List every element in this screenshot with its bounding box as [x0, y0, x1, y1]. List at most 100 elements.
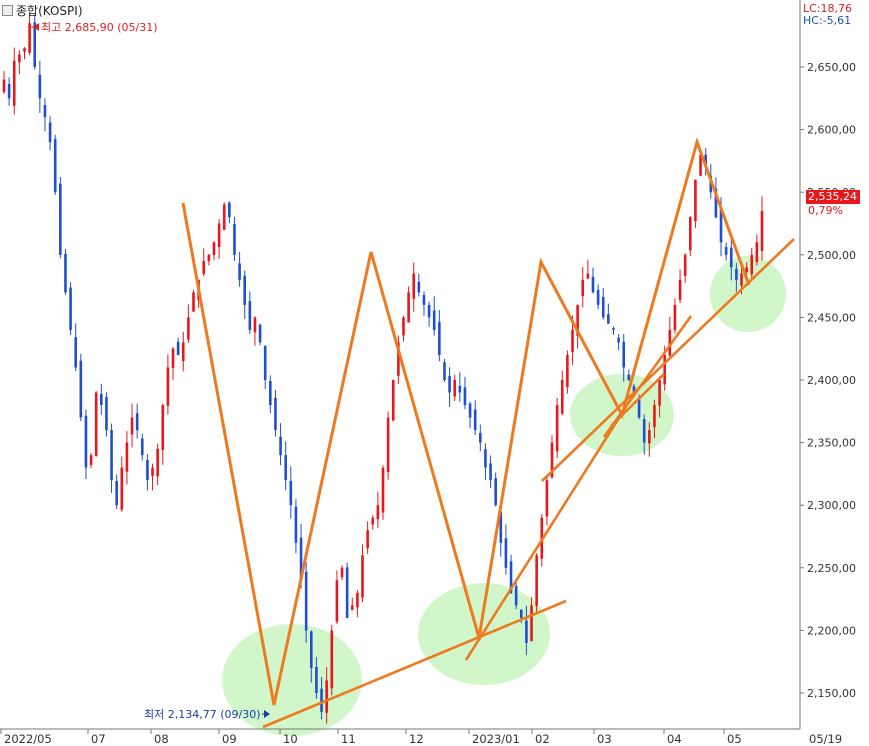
- candle-body: [504, 538, 508, 568]
- candle-body: [59, 183, 62, 255]
- x-tick-label: 05: [727, 732, 742, 746]
- candle-body: [361, 555, 364, 598]
- candle-body: [110, 430, 113, 481]
- hc-readout: HC:-5,61: [803, 14, 852, 27]
- title-checkbox[interactable]: [2, 5, 13, 16]
- candle-body: [729, 247, 733, 268]
- candle-body: [356, 592, 359, 608]
- candle-body: [489, 463, 492, 481]
- candle-body: [745, 267, 748, 272]
- candle-body: [151, 467, 154, 477]
- candle-body: [274, 397, 277, 431]
- candle-body: [238, 263, 241, 280]
- candle-body: [320, 688, 323, 712]
- candle-body: [607, 314, 610, 324]
- candle-body: [458, 385, 462, 393]
- candle-body: [350, 605, 354, 610]
- candle-body: [678, 279, 682, 300]
- candle-body: [74, 337, 78, 368]
- candle-body: [376, 505, 380, 520]
- chart-annotations: 최고 2,685,90 (05/31) 최저 2,134,77 (09/30): [28, 21, 270, 721]
- candle-body: [525, 620, 528, 643]
- candle-body: [340, 567, 344, 578]
- support-zone: [710, 256, 786, 332]
- trend-support-line: [262, 599, 567, 729]
- candle-body: [366, 530, 369, 549]
- candle-body: [658, 380, 661, 406]
- x-tick-label: 2022/05: [4, 732, 52, 746]
- candle-body: [304, 571, 308, 631]
- candle-body: [719, 209, 723, 243]
- y-tick-label: 2,650,00: [807, 61, 856, 74]
- candle-body: [23, 48, 26, 52]
- lc-readout: LC:18,76: [803, 2, 853, 15]
- candle-body: [468, 403, 472, 418]
- candle-body: [38, 74, 42, 99]
- x-tick-label: 2023/01: [472, 732, 520, 746]
- candle-body: [632, 386, 636, 393]
- candles: [2, 13, 764, 724]
- candle-body: [484, 449, 487, 468]
- low-annotation: 최저 2,134,77 (09/30): [144, 708, 261, 721]
- candle-body: [432, 310, 436, 330]
- candle-body: [345, 567, 349, 618]
- candle-body: [688, 217, 692, 251]
- candle-body: [386, 417, 390, 473]
- candle-body: [407, 292, 410, 323]
- candle-body: [325, 680, 328, 713]
- candle-body: [519, 609, 523, 618]
- zigzag-wave-line: [181, 137, 751, 706]
- candle-body: [130, 417, 134, 435]
- candle-body: [612, 328, 615, 330]
- candle-body: [560, 380, 564, 414]
- candle-body: [330, 630, 334, 689]
- candle-body: [2, 79, 6, 93]
- high-annotation: 최고 2,685,90 (05/31): [41, 21, 158, 34]
- candle-body: [530, 605, 533, 641]
- x-tick-label: 02: [535, 732, 550, 746]
- candle-body: [192, 292, 195, 312]
- candle-body: [335, 580, 339, 622]
- y-tick-label: 2,200,00: [807, 624, 856, 637]
- candle-body: [591, 276, 595, 293]
- candle-body: [166, 367, 170, 406]
- candle-body: [586, 273, 590, 279]
- current-change-pct: 0,79%: [808, 204, 843, 217]
- candle-body: [740, 273, 743, 286]
- candle-body: [299, 537, 303, 581]
- candle-body: [550, 442, 554, 478]
- trend-support-line: [464, 409, 626, 661]
- candle-body: [463, 387, 467, 406]
- candle-body: [33, 22, 37, 68]
- candle-body: [601, 297, 605, 318]
- x-tick-label: 05/19: [809, 732, 842, 746]
- candle-body: [309, 631, 313, 668]
- candle-body: [64, 253, 67, 293]
- y-tick-label: 2,600,00: [807, 124, 856, 137]
- candle-body: [381, 467, 385, 513]
- candle-body: [156, 448, 159, 477]
- candle-body: [18, 54, 21, 63]
- candle-body: [289, 480, 293, 506]
- candle-body: [94, 392, 98, 456]
- candle-body: [28, 23, 31, 53]
- y-tick-label: 2,400,00: [807, 374, 856, 387]
- candle-body: [187, 317, 190, 340]
- candle-body: [673, 304, 677, 330]
- candle-body: [140, 438, 144, 456]
- candle-body: [443, 362, 446, 380]
- candle-body: [438, 322, 441, 355]
- candle-body: [233, 224, 236, 255]
- candle-body: [263, 345, 267, 380]
- candle-body: [637, 399, 641, 418]
- candle-body: [514, 586, 518, 606]
- candle-body: [135, 413, 139, 431]
- candle-body: [105, 397, 108, 431]
- candle-body: [750, 254, 754, 275]
- candle-body: [535, 555, 538, 607]
- candle-body: [12, 60, 16, 106]
- candle-body: [207, 254, 211, 262]
- support-zones: [222, 256, 786, 736]
- x-tick-label: 03: [597, 732, 612, 746]
